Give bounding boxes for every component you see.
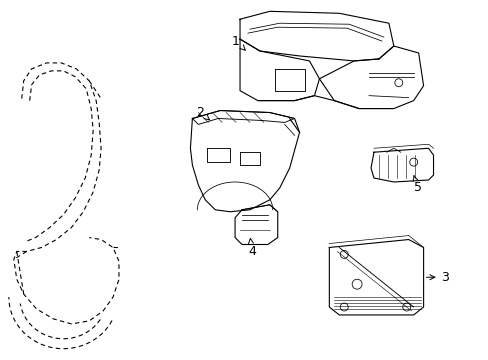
Text: 5: 5 — [412, 176, 421, 194]
Text: 1: 1 — [232, 35, 245, 50]
Text: 4: 4 — [247, 238, 255, 258]
Text: 3: 3 — [426, 271, 448, 284]
Text: 2: 2 — [196, 106, 209, 120]
